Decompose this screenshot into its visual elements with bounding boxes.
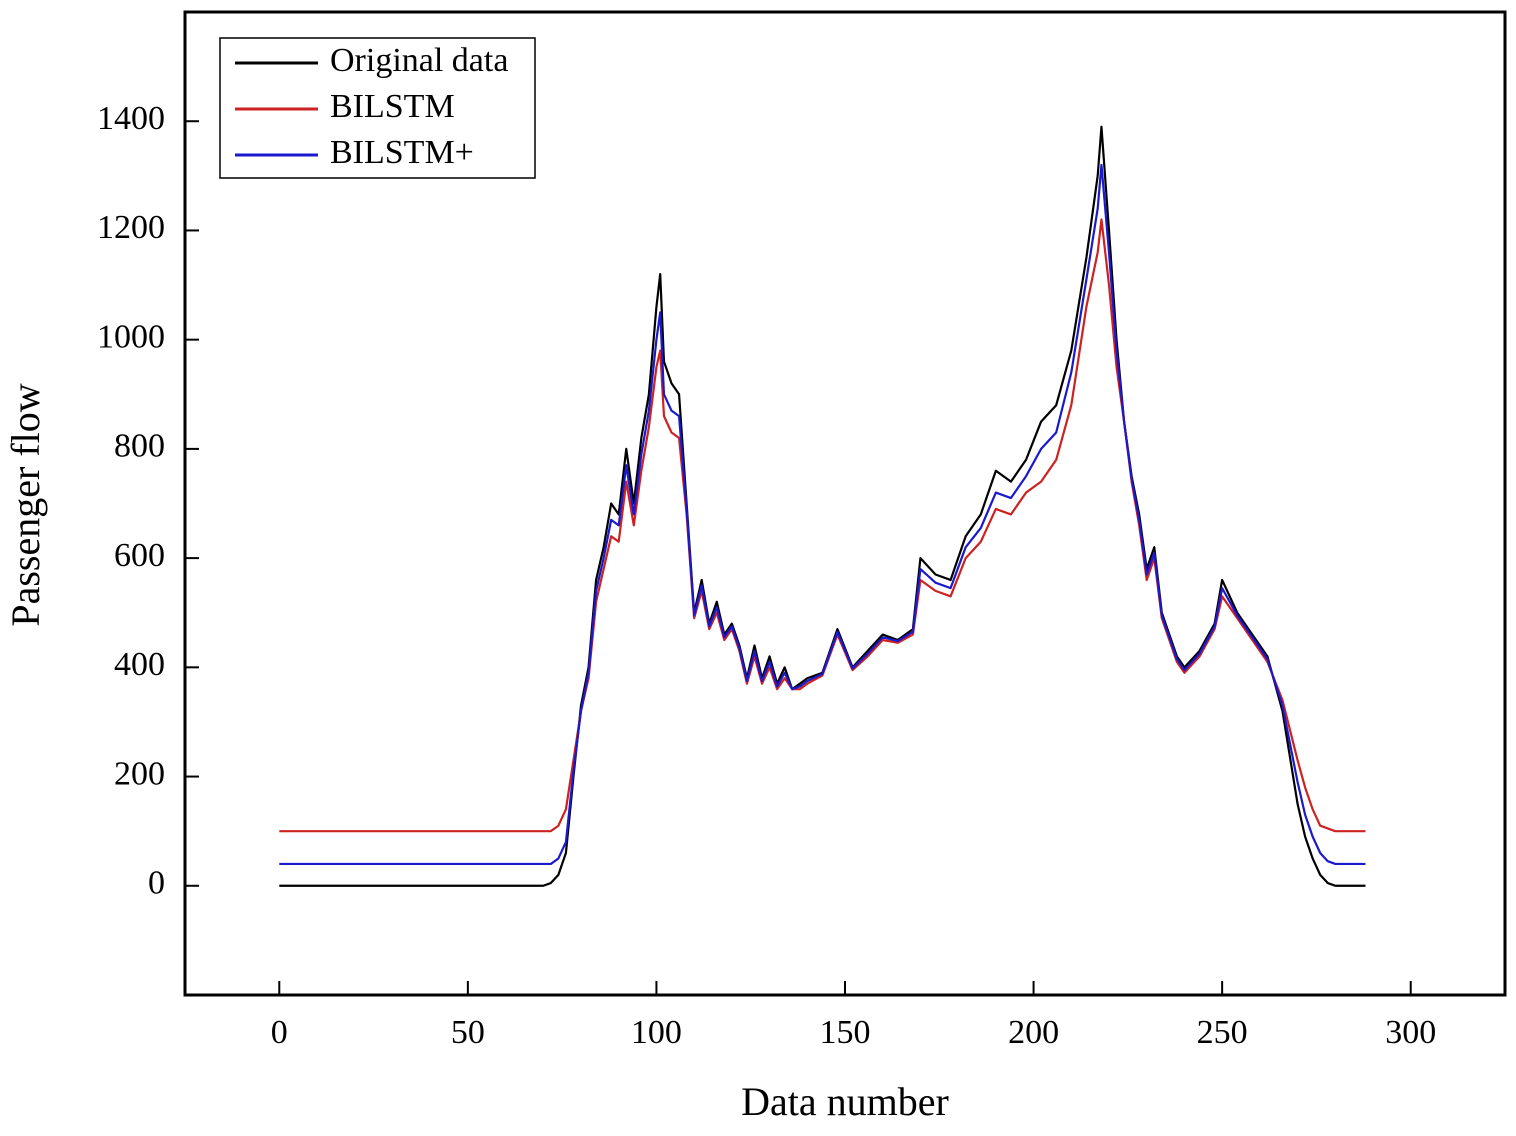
x-tick-label: 150 [820, 1014, 871, 1051]
legend-label: BILSTM+ [330, 134, 474, 171]
y-tick-label: 400 [114, 646, 165, 683]
y-tick-label: 800 [114, 428, 165, 465]
x-tick-label: 50 [451, 1014, 485, 1051]
legend-label: BILSTM [330, 88, 455, 125]
x-tick-label: 0 [271, 1014, 288, 1051]
legend-label: Original data [330, 42, 508, 79]
x-tick-label: 100 [631, 1014, 682, 1051]
x-tick-label: 250 [1197, 1014, 1248, 1051]
plot-frame [183, 10, 1507, 997]
y-tick-label: 600 [114, 537, 165, 574]
y-tick-label: 1000 [97, 318, 165, 355]
x-tick-label: 300 [1385, 1014, 1436, 1051]
y-tick-label: 200 [114, 755, 165, 792]
y-tick-label: 1200 [97, 209, 165, 246]
y-tick-label: 0 [148, 865, 165, 902]
series-line [279, 163, 1366, 866]
series-line [279, 125, 1366, 887]
y-axis-title: Passenger flow [3, 383, 48, 626]
x-tick-label: 200 [1008, 1014, 1059, 1051]
x-axis-title: Data number [741, 1079, 949, 1124]
y-tick-label: 1400 [97, 100, 165, 137]
series-line [279, 218, 1366, 833]
